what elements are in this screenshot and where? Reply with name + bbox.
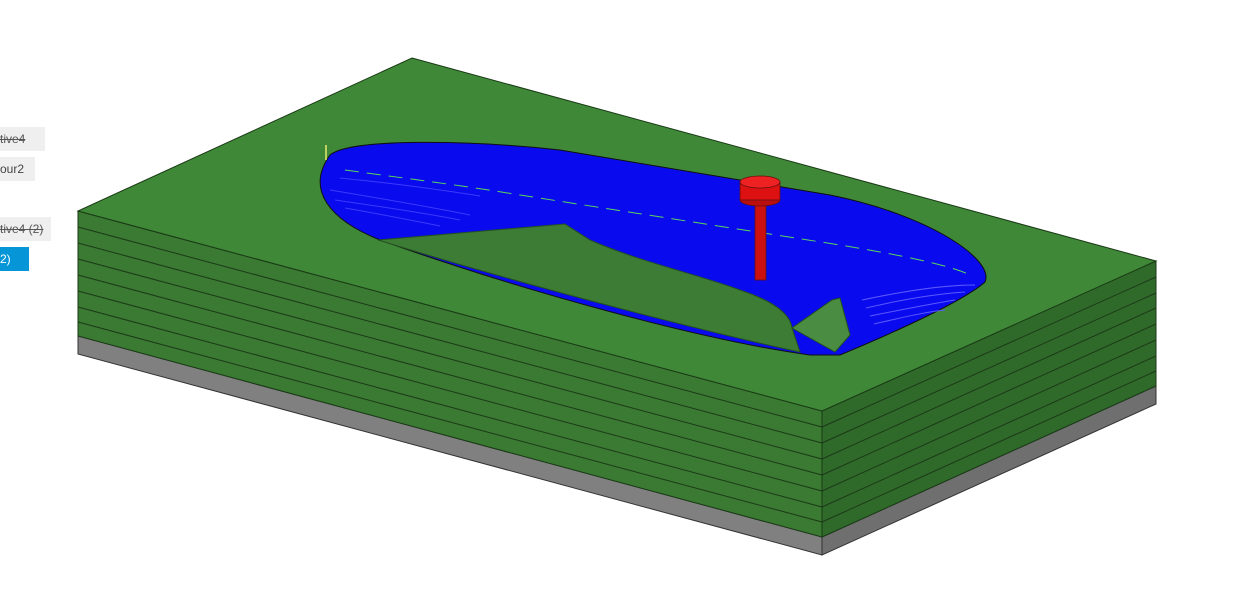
- pocket-toolpath[interactable]: [319, 141, 987, 356]
- operation-tag-3[interactable]: tive4 (2): [0, 217, 51, 241]
- end-mill-tool-icon[interactable]: [739, 175, 781, 281]
- operation-tag-2[interactable]: our2: [0, 157, 35, 181]
- stock-side-face: [821, 260, 1157, 538]
- operation-tag-1[interactable]: tive4: [0, 127, 45, 151]
- operation-tag-4[interactable]: 2): [0, 247, 29, 271]
